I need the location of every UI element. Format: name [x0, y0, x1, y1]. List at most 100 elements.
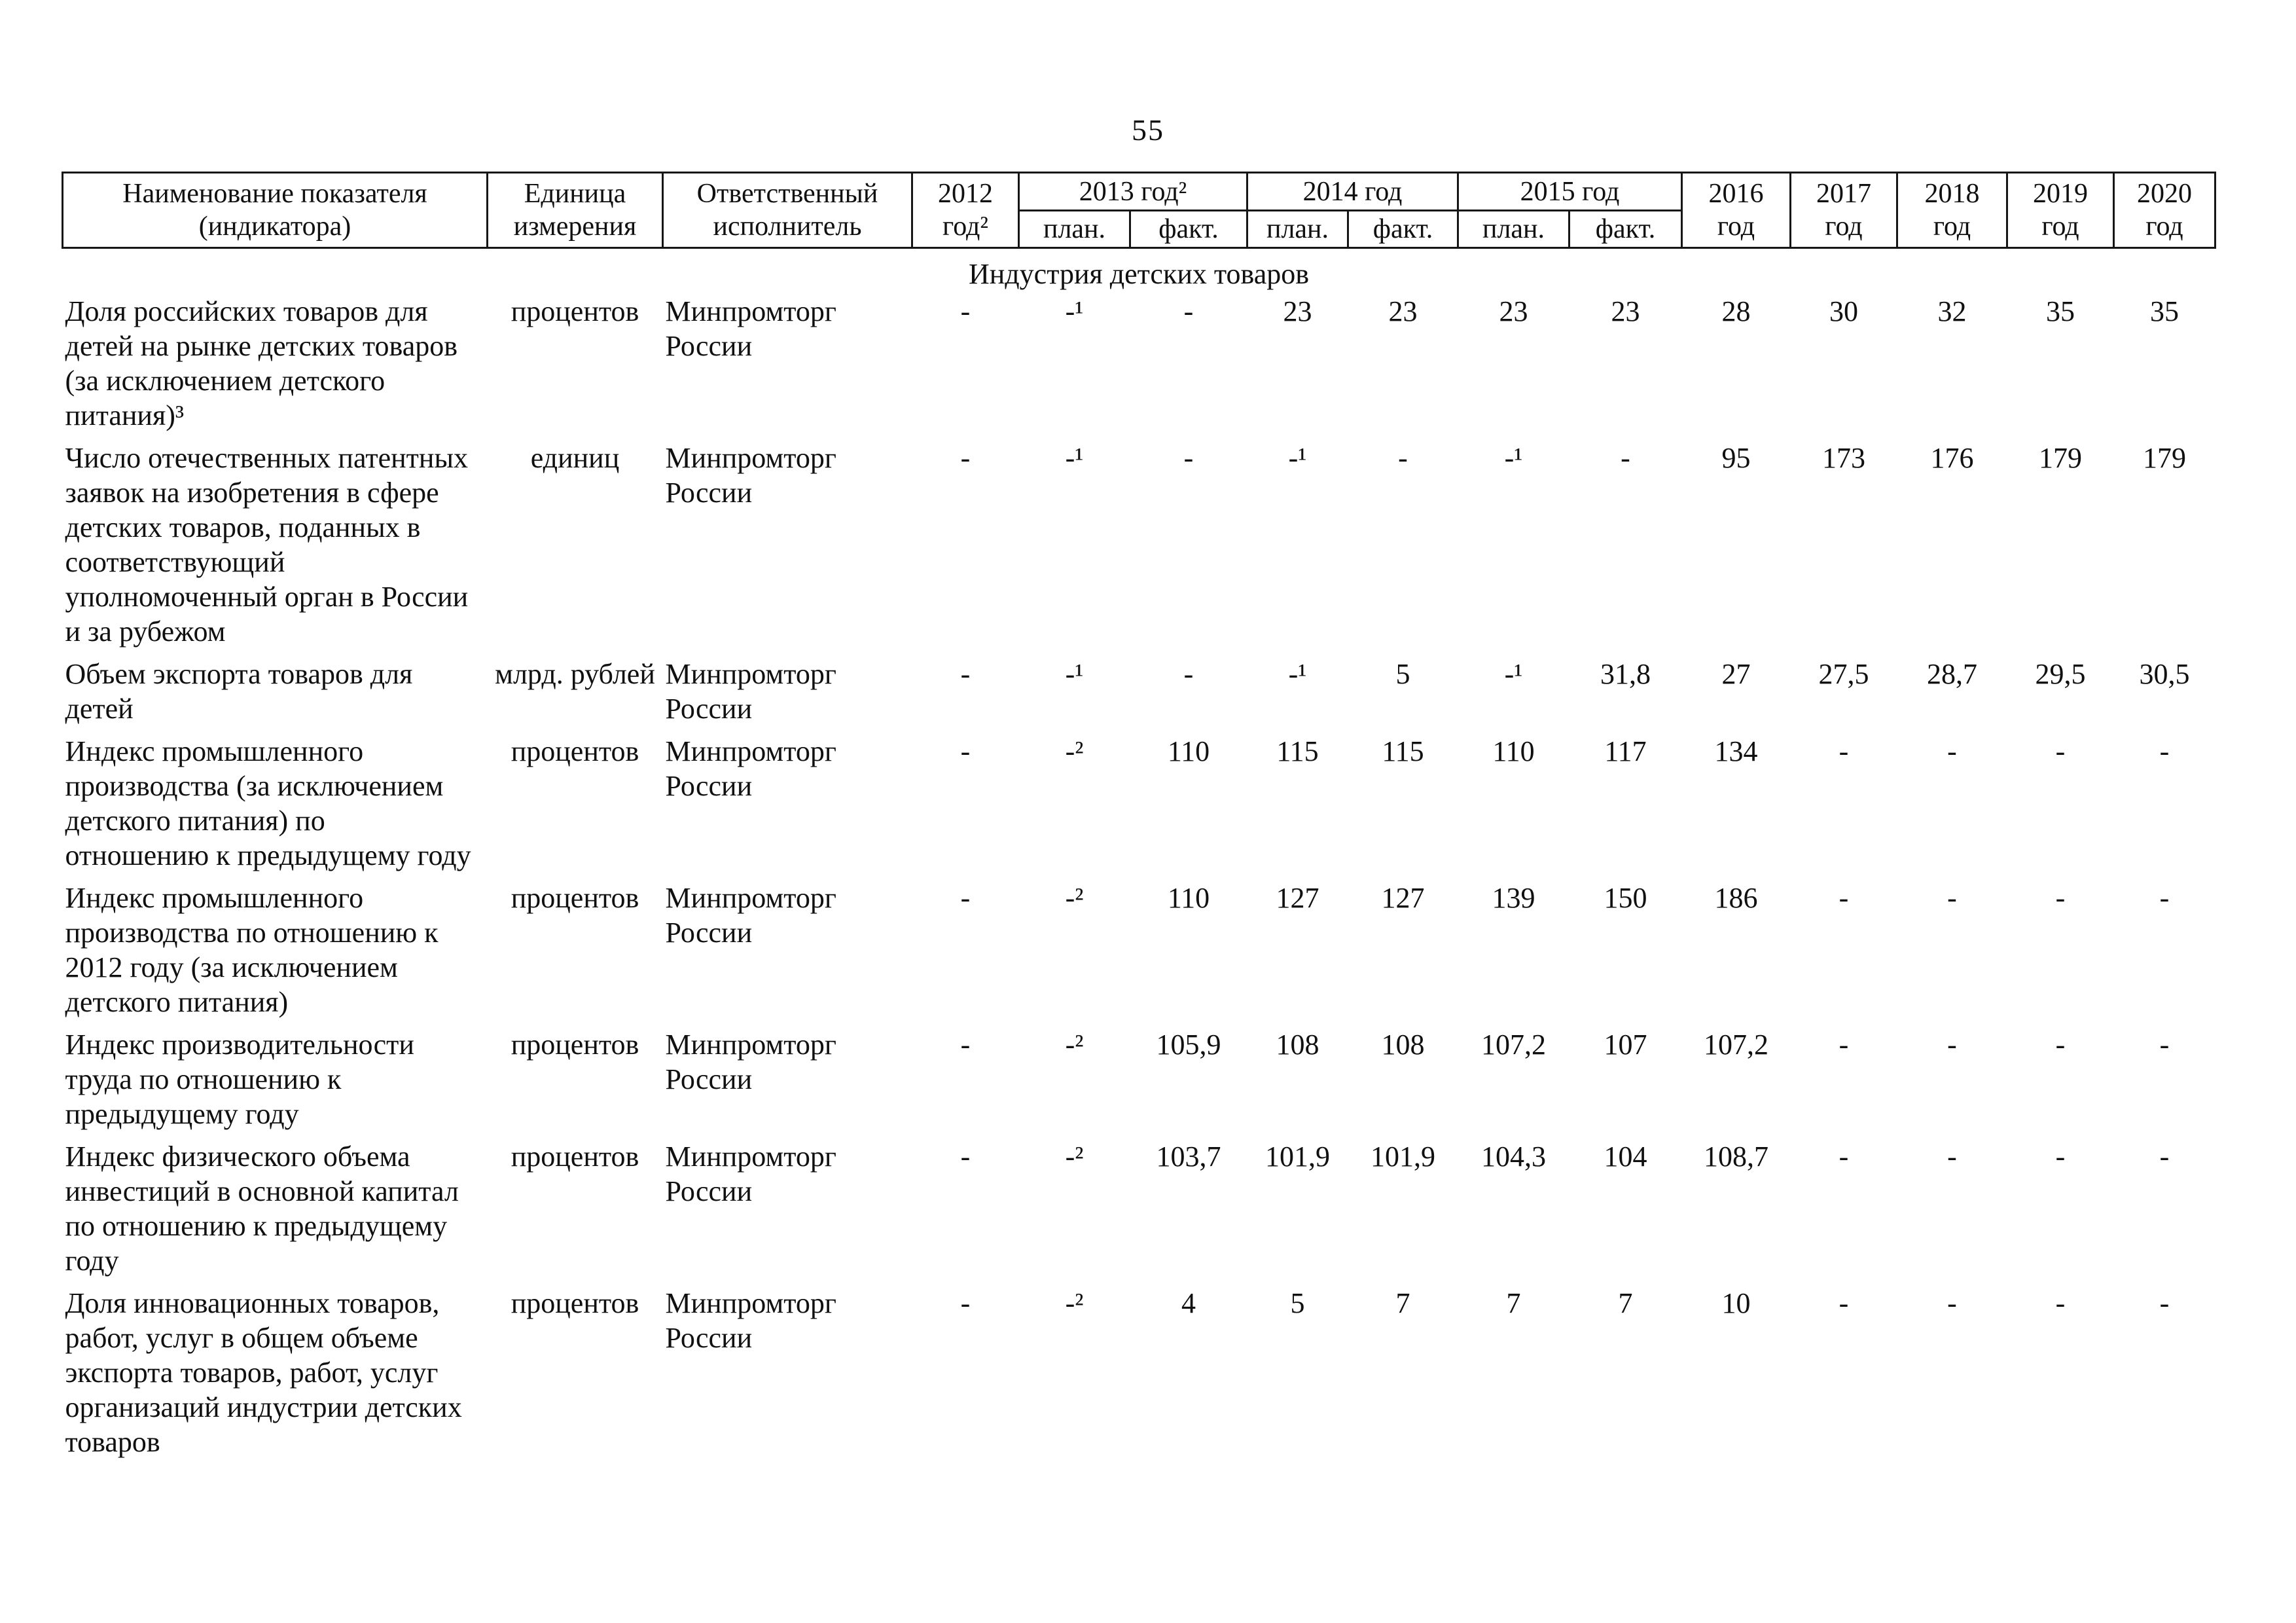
- value-cell-2014-plan: 115: [1276, 735, 1319, 767]
- value-cell-2015-fact: 150: [1604, 882, 1647, 914]
- value-cell-2012: -: [960, 658, 971, 690]
- unit-cell: процентов: [511, 735, 639, 767]
- value-cell-2014-fact: 23: [1388, 295, 1418, 327]
- value-cell-2014-plan: 101,9: [1265, 1140, 1330, 1173]
- value-cell-2012: -: [960, 1287, 971, 1319]
- value-cell-2020: -: [2159, 735, 2170, 767]
- value-cell-2012: -: [960, 1140, 971, 1173]
- header-cell-executor: Ответственный исполнитель: [662, 172, 913, 249]
- table-header: Наименование показателя (индикатора) Еди…: [62, 172, 2216, 249]
- value-cell-2017: -: [1839, 1029, 1849, 1061]
- executor-cell: Минпромторг России: [665, 1287, 836, 1354]
- value-cell-2018: -: [1947, 1287, 1957, 1319]
- executor-cell: Минпромторг России: [665, 658, 836, 725]
- value-cell-2016: 108,7: [1704, 1140, 1768, 1173]
- executor-cell: Минпромторг России: [665, 295, 836, 362]
- section-title-row: Индустрия детских товаров: [63, 248, 2215, 292]
- value-cell-2016: 95: [1721, 442, 1751, 474]
- value-cell-2012: -: [960, 1029, 971, 1061]
- value-cell-2016: 134: [1714, 735, 1758, 767]
- header-cell-fact-2015: факт.: [1568, 210, 1683, 249]
- value-cell-2016: 107,2: [1704, 1029, 1768, 1061]
- value-cell-2016: 27: [1721, 658, 1751, 690]
- value-cell-2015-plan: 7: [1506, 1287, 1521, 1319]
- value-cell-2013-plan: -²: [1065, 1140, 1084, 1173]
- unit-cell: процентов: [511, 1029, 639, 1061]
- value-cell-2017: 173: [1822, 442, 1865, 474]
- table-row: Индекс промышленного производства (за ис…: [63, 726, 2215, 873]
- value-cell-2014-plan: 127: [1276, 882, 1319, 914]
- table-row: Индекс промышленного производства по отн…: [63, 873, 2215, 1019]
- value-cell-2019: -: [2055, 1029, 2066, 1061]
- value-cell-2020: -: [2159, 1029, 2170, 1061]
- executor-cell: Минпромторг России: [665, 1140, 836, 1207]
- unit-cell: процентов: [511, 1140, 639, 1173]
- value-cell-2019: 29,5: [2035, 658, 2086, 690]
- value-cell-2017: -: [1839, 1140, 1849, 1173]
- unit-cell: процентов: [511, 295, 639, 327]
- indicator-name-cell: Индекс промышленного производства по отн…: [65, 882, 439, 1018]
- value-cell-2016: 28: [1721, 295, 1751, 327]
- header-cell-2014: 2014 год: [1246, 172, 1459, 211]
- indicator-name-cell: Индекс производительности труда по отнош…: [65, 1029, 414, 1130]
- page-number: 55: [1132, 113, 1164, 147]
- value-cell-2015-plan: 104,3: [1481, 1140, 1546, 1173]
- value-cell-2020: 30,5: [2139, 658, 2190, 690]
- value-cell-2017: 27,5: [1818, 658, 1869, 690]
- value-cell-2013-plan: -¹: [1065, 658, 1084, 690]
- value-cell-2015-fact: 23: [1611, 295, 1640, 327]
- table-row: Объем экспорта товаров для детей млрд. р…: [63, 649, 2215, 726]
- value-cell-2013-fact: -: [1183, 442, 1194, 474]
- value-cell-2014-fact: 5: [1395, 658, 1410, 690]
- header-cell-fact-2013: факт.: [1129, 210, 1248, 249]
- header-cell-plan-2015: план.: [1457, 210, 1570, 249]
- unit-cell: процентов: [511, 882, 639, 914]
- value-cell-2014-fact: 7: [1395, 1287, 1410, 1319]
- indicator-name-cell: Индекс физического объема инвестиций в о…: [65, 1140, 459, 1277]
- section-title: Индустрия детских товаров: [968, 258, 1310, 290]
- unit-cell: процентов: [511, 1287, 639, 1319]
- value-cell-2019: -: [2055, 735, 2066, 767]
- value-cell-2016: 186: [1714, 882, 1758, 914]
- table-row: Число отечественных патентных заявок на …: [63, 433, 2215, 649]
- value-cell-2014-plan: 23: [1283, 295, 1312, 327]
- value-cell-2013-fact: 103,7: [1156, 1140, 1221, 1173]
- value-cell-2018: -: [1947, 1140, 1957, 1173]
- value-cell-2014-plan: 5: [1290, 1287, 1305, 1319]
- header-cell-2015: 2015 год: [1457, 172, 1683, 211]
- value-cell-2012: -: [960, 295, 971, 327]
- executor-cell: Минпромторг России: [665, 442, 836, 509]
- value-cell-2014-fact: 101,9: [1371, 1140, 1435, 1173]
- value-cell-2019: 35: [2046, 295, 2075, 327]
- value-cell-2015-fact: 107: [1604, 1029, 1647, 1061]
- value-cell-2014-fact: -: [1398, 442, 1408, 474]
- value-cell-2018: -: [1947, 735, 1957, 767]
- value-cell-2018: 32: [1937, 295, 1967, 327]
- executor-cell: Минпромторг России: [665, 735, 836, 802]
- executor-cell: Минпромторг России: [665, 882, 836, 949]
- value-cell-2018: 176: [1930, 442, 1974, 474]
- header-cell-fact-2014: факт.: [1347, 210, 1459, 249]
- header-cell-2016: 2016 год: [1681, 172, 1791, 249]
- value-cell-2013-plan: -¹: [1065, 295, 1084, 327]
- value-cell-2017: 30: [1829, 295, 1858, 327]
- indicator-name-cell: Число отечественных патентных заявок на …: [65, 442, 469, 647]
- value-cell-2012: -: [960, 882, 971, 914]
- value-cell-2013-fact: 110: [1167, 882, 1210, 914]
- header-cell-unit: Единица измерения: [486, 172, 664, 249]
- value-cell-2015-fact: 7: [1618, 1287, 1633, 1319]
- header-cell-2019: 2019 год: [2006, 172, 2115, 249]
- header-cell-plan-2014: план.: [1246, 210, 1349, 249]
- unit-cell: единиц: [530, 442, 620, 474]
- value-cell-2013-plan: -²: [1065, 1287, 1084, 1319]
- indicator-name-cell: Доля инновационных товаров, работ, услуг…: [65, 1287, 462, 1458]
- header-cell-2012: 2012 год²: [911, 172, 1020, 249]
- value-cell-2012: -: [960, 735, 971, 767]
- value-cell-2020: 179: [2143, 442, 2186, 474]
- value-cell-2013-plan: -²: [1065, 1029, 1084, 1061]
- value-cell-2013-plan: -¹: [1065, 442, 1084, 474]
- indicator-name-cell: Доля российских товаров для детей на рын…: [65, 295, 458, 431]
- table-row: Доля российских товаров для детей на рын…: [63, 291, 2215, 433]
- value-cell-2017: -: [1839, 1287, 1849, 1319]
